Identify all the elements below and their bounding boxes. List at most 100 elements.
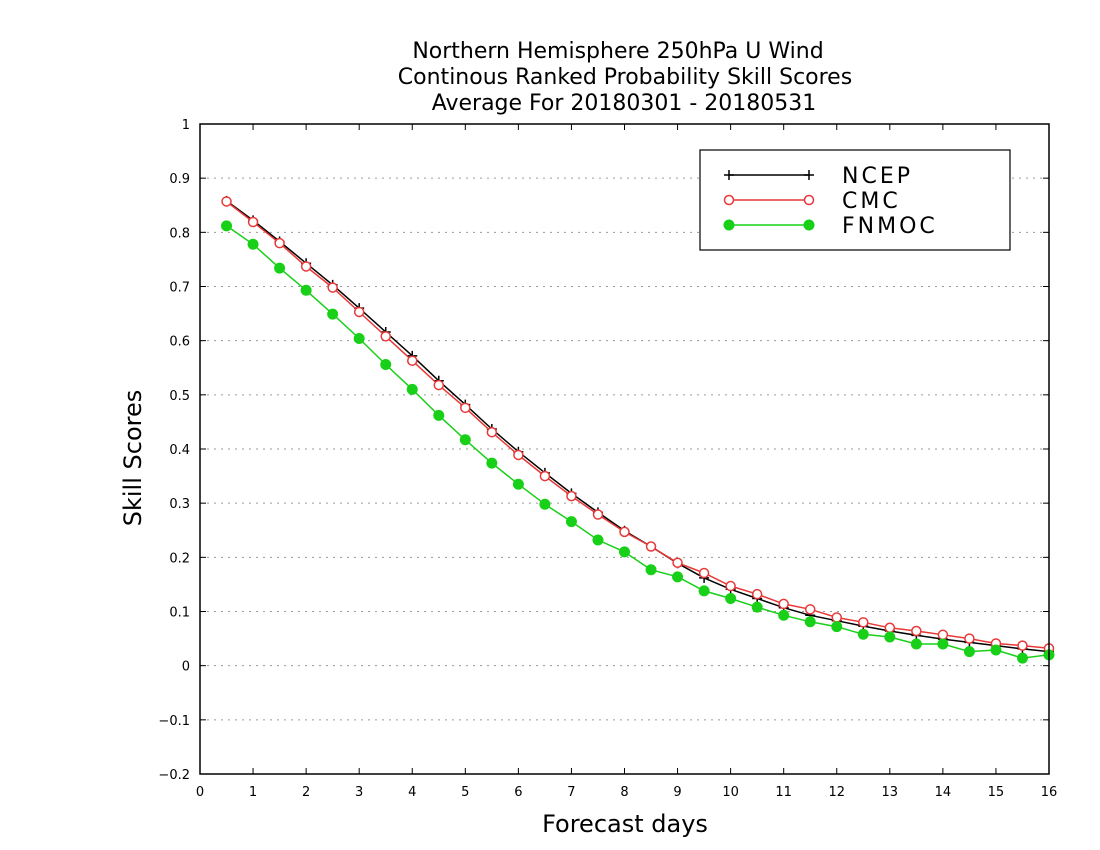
fnmoc-data-point bbox=[831, 621, 843, 633]
cmc-series-line bbox=[226, 200, 1050, 650]
legend-label-fnmoc: FNMOC bbox=[842, 214, 938, 239]
x-axis-label: Forecast days bbox=[542, 810, 708, 838]
fnmoc-data-point bbox=[990, 644, 1002, 656]
cmc-data-point bbox=[407, 355, 418, 366]
fnmoc-data-point bbox=[857, 628, 869, 640]
fnmoc-data-point bbox=[300, 284, 312, 296]
y-tick-label: 0.5 bbox=[169, 389, 190, 404]
y-tick-label: 0.2 bbox=[169, 551, 190, 566]
fnmoc-data-point bbox=[804, 616, 816, 628]
x-tick-label: 15 bbox=[988, 785, 1005, 800]
fnmoc-data-point bbox=[645, 564, 657, 576]
y-tick-label: 0.9 bbox=[169, 172, 190, 187]
legend-marker-cmc bbox=[803, 194, 815, 206]
x-tick-label: 14 bbox=[935, 785, 952, 800]
cmc-data-point bbox=[460, 402, 471, 414]
fnmoc-data-point bbox=[486, 457, 498, 469]
y-tick-label: −0.1 bbox=[158, 714, 190, 729]
fnmoc-data-point bbox=[565, 516, 577, 528]
fnmoc-data-point bbox=[698, 585, 710, 597]
fnmoc-data-point bbox=[353, 333, 365, 344]
cmc-data-point bbox=[698, 567, 710, 579]
title-line-2: Continous Ranked Probability Skill Score… bbox=[398, 65, 852, 90]
fnmoc-data-point bbox=[539, 498, 551, 510]
x-tick-label: 3 bbox=[355, 785, 363, 800]
cmc-data-point bbox=[300, 261, 312, 272]
x-tick-label: 1 bbox=[249, 785, 257, 800]
cmc-data-point bbox=[592, 509, 604, 520]
fnmoc-data-point bbox=[380, 359, 392, 370]
chart-title: Northern Hemisphere 250hPa U Wind Contin… bbox=[398, 39, 852, 116]
fnmoc-data-point bbox=[406, 383, 418, 395]
y-tick-label: 0.1 bbox=[169, 606, 190, 621]
cmc-data-point bbox=[221, 196, 232, 207]
cmc-data-point bbox=[433, 379, 445, 391]
cmc-data-point bbox=[884, 622, 896, 633]
y-tick-label: 0.3 bbox=[169, 497, 190, 512]
fnmoc-data-point bbox=[1016, 652, 1028, 664]
fnmoc-data-point bbox=[274, 262, 286, 274]
cmc-data-point bbox=[247, 216, 259, 228]
cmc-data-point bbox=[672, 557, 683, 568]
y-tick-label: 0.8 bbox=[169, 226, 190, 241]
x-tick-label: 7 bbox=[567, 785, 575, 800]
x-tick-label: 13 bbox=[882, 785, 899, 800]
plot-series bbox=[221, 195, 1055, 664]
fnmoc-data-point bbox=[884, 631, 896, 643]
x-tick-label: 5 bbox=[461, 785, 469, 800]
y-tick-label: −0.2 bbox=[158, 768, 190, 783]
cmc-data-point bbox=[1017, 640, 1028, 651]
x-tick-label: 11 bbox=[775, 785, 792, 800]
x-tick-label: 9 bbox=[673, 785, 681, 800]
fnmoc-data-point bbox=[910, 638, 922, 650]
cmc-data-point bbox=[274, 237, 285, 249]
fnmoc-data-point bbox=[592, 534, 604, 546]
x-axis-ticks: 0 1 2 3 4 5 6 7 8 9 10 11 12 13 14 15 16 bbox=[196, 124, 1057, 800]
y-tick-label: 1 bbox=[182, 118, 190, 133]
cmc-data-point bbox=[937, 629, 949, 641]
cmc-data-point bbox=[751, 588, 763, 600]
legend-marker-ncep bbox=[804, 170, 814, 180]
y-axis-label: Skill Scores bbox=[119, 390, 147, 527]
fnmoc-data-point bbox=[512, 478, 524, 490]
y-tick-label: 0.4 bbox=[169, 443, 190, 458]
x-tick-label: 16 bbox=[1041, 785, 1058, 800]
y-tick-label: 0.6 bbox=[169, 335, 190, 350]
x-tick-label: 10 bbox=[722, 785, 739, 800]
fnmoc-data-point bbox=[247, 238, 259, 250]
legend-marker-ncep bbox=[724, 170, 734, 180]
legend-label-ncep: NCEP bbox=[842, 164, 913, 189]
fnmoc-data-point bbox=[433, 409, 445, 421]
fnmoc-data-point bbox=[937, 638, 949, 650]
title-line-3: Average For 20180301 - 20180531 bbox=[432, 91, 817, 116]
x-tick-label: 8 bbox=[620, 785, 628, 800]
cmc-data-point bbox=[911, 625, 922, 637]
fnmoc-series-line bbox=[226, 225, 1050, 659]
cmc-data-point bbox=[645, 541, 657, 552]
fnmoc-data-point bbox=[725, 593, 737, 604]
cmc-data-point bbox=[858, 617, 869, 628]
legend-label-cmc: CMC bbox=[842, 189, 901, 214]
y-tick-label: 0.7 bbox=[169, 281, 190, 296]
legend-marker-fnmoc bbox=[723, 219, 735, 231]
y-tick-label: 0 bbox=[182, 660, 190, 675]
fnmoc-data-point bbox=[619, 546, 630, 558]
title-line-1: Northern Hemisphere 250hPa U Wind bbox=[412, 39, 823, 64]
x-tick-label: 2 bbox=[302, 785, 310, 800]
x-tick-label: 6 bbox=[514, 785, 522, 800]
fnmoc-data-point bbox=[221, 220, 233, 232]
y-axis-ticks: −0.2 −0.1 0 0.1 0.2 0.3 0.4 0.5 0.6 0.7 0.8 0.9 1 bbox=[158, 118, 1049, 783]
fnmoc-data-point bbox=[672, 571, 684, 583]
cmc-data-point bbox=[327, 282, 338, 293]
cmc-data-point bbox=[566, 490, 577, 502]
cmc-data-point bbox=[831, 612, 842, 623]
fnmoc-data-point bbox=[778, 609, 790, 621]
cmc-data-point bbox=[964, 633, 975, 644]
fnmoc-data-point bbox=[751, 601, 763, 613]
cmc-data-point bbox=[725, 580, 736, 592]
cmc-data-point bbox=[486, 426, 498, 438]
gridlines bbox=[200, 177, 1049, 721]
legend-marker-cmc bbox=[723, 194, 735, 206]
